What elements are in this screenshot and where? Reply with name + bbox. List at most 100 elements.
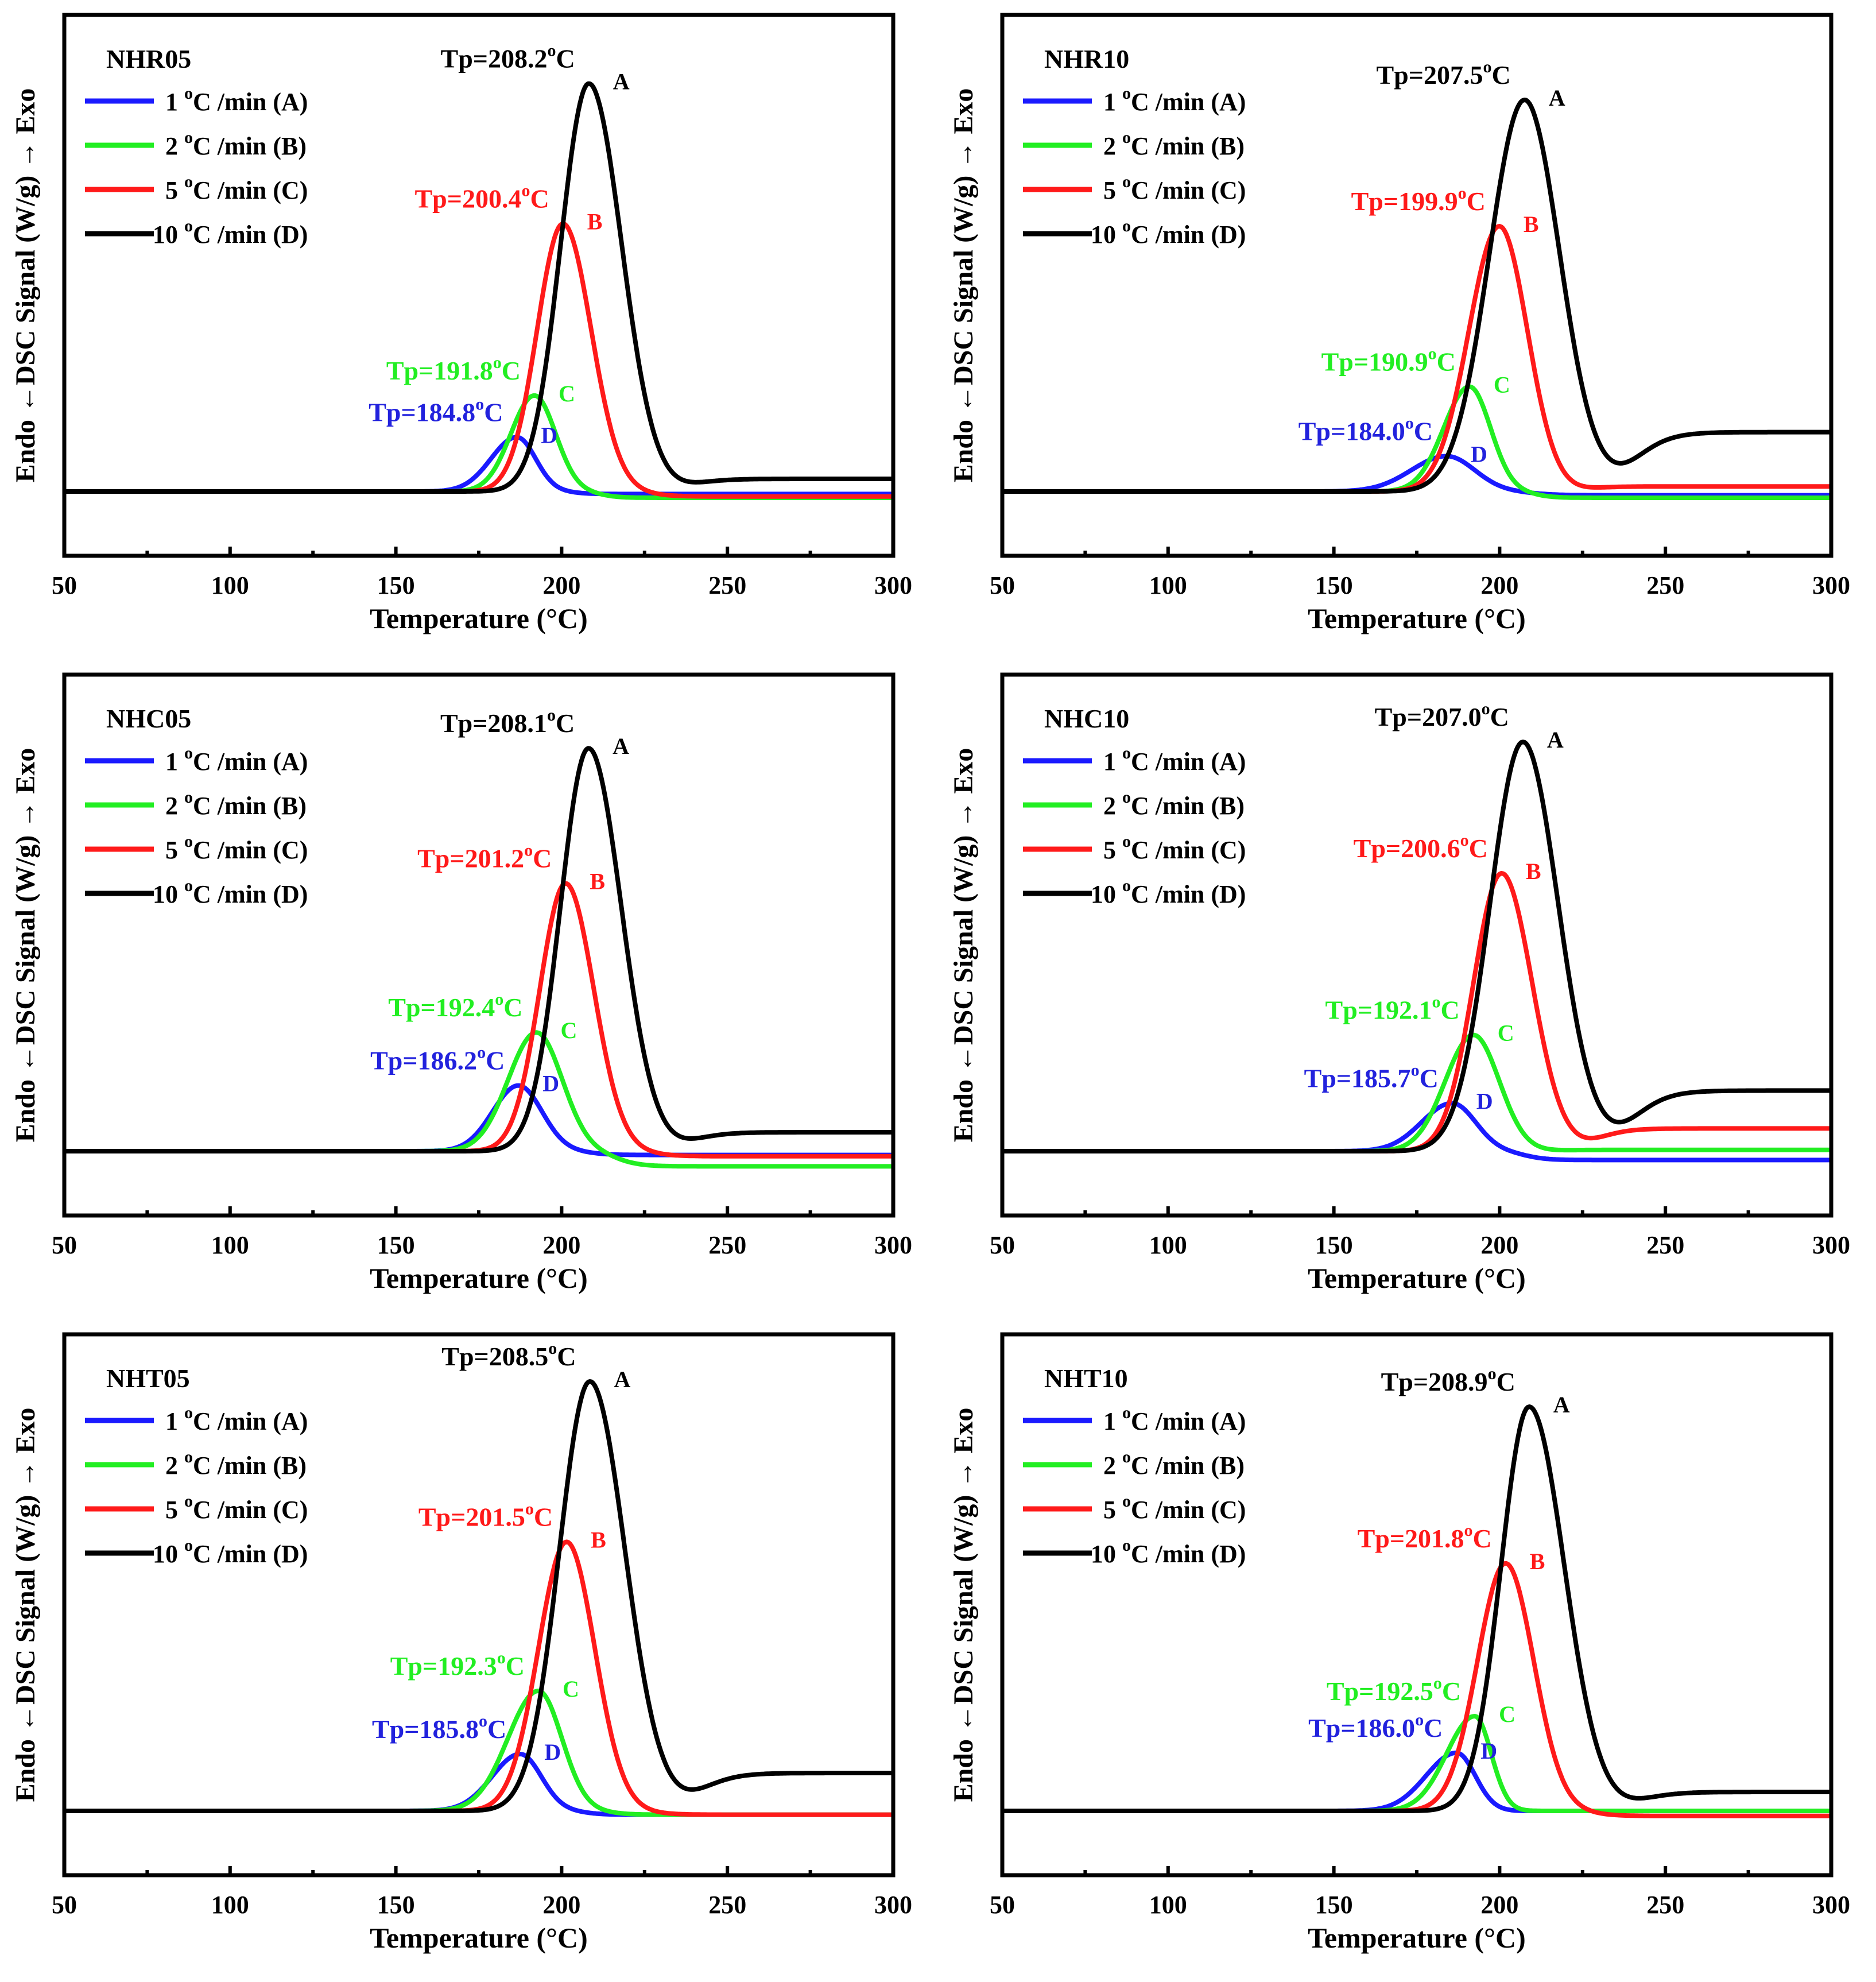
- x-tick-label: 100: [211, 1891, 249, 1919]
- y-axis-label: Endo ←DSC Signal (W/g) → Exo: [10, 1408, 41, 1802]
- y-axis-label: Endo ←DSC Signal (W/g) → Exo: [948, 1408, 979, 1802]
- x-tick-label: 50: [990, 571, 1015, 599]
- tp-unit: C: [1420, 1063, 1439, 1093]
- y-axis-label: Endo ←DSC Signal (W/g) → Exo: [10, 88, 41, 483]
- legend-label: 5 oC /min (C): [165, 1492, 308, 1524]
- tp-unit: C: [533, 844, 552, 873]
- x-tick-label: 300: [1812, 1891, 1850, 1919]
- tp-value: Tp=201.8: [1358, 1524, 1464, 1553]
- tp-value: Tp=192.3: [390, 1651, 497, 1681]
- series-line-a: [1002, 1404, 1831, 1813]
- tp-value: Tp=208.2: [441, 44, 548, 73]
- legend-unit: C /min (A): [193, 1407, 308, 1435]
- tp-degree: o: [548, 1339, 557, 1358]
- chart-svg: 50 100 150 200 250 300 Temperature (°C) Endo ←D…: [948, 1332, 1850, 1954]
- peak-letter-a: A: [1549, 85, 1565, 111]
- legend-unit: C /min (A): [1131, 748, 1246, 776]
- series-line-a: [64, 1379, 893, 1813]
- tp-unit: C: [1424, 1713, 1443, 1743]
- legend-degree: o: [184, 1447, 193, 1466]
- peak-letter-b: B: [591, 1527, 606, 1553]
- tp-degree: o: [477, 1043, 486, 1062]
- tp-degree: o: [1411, 1060, 1420, 1079]
- legend-label: 1 oC /min (A): [165, 744, 308, 776]
- tp-value: Tp=200.6: [1354, 834, 1460, 863]
- x-tick-label: 50: [990, 1231, 1015, 1259]
- tp-value: Tp=186.2: [370, 1046, 477, 1075]
- peak-letter-c: C: [1499, 1701, 1515, 1727]
- chart-panel-nhr05: 50 100 150 200 250 300 Temperature (°C) Endo ←D…: [0, 0, 938, 660]
- x-tick-label: 200: [542, 571, 580, 599]
- panel-title: NHR05: [106, 44, 191, 73]
- x-tick-label: 150: [1315, 1891, 1353, 1919]
- legend-degree: o: [1122, 1492, 1131, 1511]
- curves: [1002, 1404, 1831, 1818]
- chart-panel-nhc10: 50 100 150 200 250 300 Temperature (°C) Endo ←D…: [938, 660, 1876, 1319]
- x-tick-label: 100: [1149, 571, 1187, 599]
- peak-letter-a: A: [1547, 727, 1564, 753]
- tp-unit: C: [487, 1714, 506, 1744]
- tp-value: Tp=201.5: [418, 1502, 525, 1531]
- tp-annotation-b: Tp=200.4oC: [414, 181, 549, 214]
- tp-unit: C: [1437, 347, 1456, 376]
- tp-degree: o: [525, 1499, 534, 1518]
- tp-annotation-a: Tp=207.5oC: [1377, 57, 1511, 90]
- legend-degree: o: [184, 876, 193, 895]
- legend-unit: C /min (D): [1131, 220, 1246, 249]
- tp-annotation-c: Tp=192.1oC: [1325, 993, 1460, 1025]
- peak-letter-d: D: [1471, 441, 1487, 467]
- chart-svg: 50 100 150 200 250 300 Temperature (°C) Endo ←D…: [10, 13, 912, 634]
- legend-unit: C /min (B): [193, 792, 307, 820]
- x-tick-label: 200: [542, 1891, 580, 1919]
- x-tick-label: 100: [211, 571, 249, 599]
- tp-annotation-b: Tp=201.5oC: [418, 1499, 553, 1531]
- tp-unit: C: [1469, 834, 1488, 863]
- legend-label: 10 oC /min (D): [153, 1536, 308, 1568]
- x-tick-label: 150: [377, 1231, 415, 1259]
- peak-letter-b: B: [1530, 1549, 1545, 1574]
- x-tick-label: 50: [52, 1891, 77, 1919]
- series-line-a: [1002, 98, 1831, 494]
- x-tick-label: 50: [52, 1231, 77, 1259]
- tp-unit: C: [484, 397, 503, 427]
- legend-degree: o: [1122, 1403, 1131, 1422]
- legend-degree: o: [1122, 172, 1131, 191]
- peak-letter-c: C: [559, 381, 575, 407]
- x-tick-label: 300: [874, 1231, 912, 1259]
- chart-panel-nhc05: 50 100 150 200 250 300 Temperature (°C) Endo ←D…: [0, 660, 938, 1319]
- tp-degree: o: [548, 41, 556, 60]
- tp-degree: o: [493, 353, 502, 372]
- legend-label: 2 oC /min (B): [165, 128, 307, 160]
- x-axis-label: Temperature (°C): [370, 1922, 588, 1954]
- tp-degree: o: [1415, 1710, 1424, 1729]
- legend-degree: o: [1122, 832, 1131, 851]
- x-tick-label: 250: [708, 1231, 746, 1259]
- tp-degree: o: [497, 1648, 506, 1667]
- legend-label: 10 oC /min (D): [153, 216, 308, 249]
- legend-unit: C /min (C): [1131, 176, 1246, 204]
- legend-label: 5 oC /min (C): [165, 832, 308, 864]
- tp-annotation-a: Tp=208.1oC: [440, 706, 575, 738]
- peak-letter-a: A: [1553, 1392, 1570, 1418]
- series-line-d: [64, 1083, 893, 1158]
- tp-value: Tp=192.5: [1327, 1677, 1433, 1706]
- chart-svg: 50 100 150 200 250 300 Temperature (°C) Endo ←D…: [10, 672, 912, 1294]
- x-axis-label: Temperature (°C): [1308, 1262, 1526, 1294]
- x-tick-label: 100: [211, 1231, 249, 1259]
- curves: [64, 746, 893, 1169]
- tp-annotation-d: Tp=184.0oC: [1299, 413, 1433, 446]
- tp-value: Tp=207.5: [1377, 60, 1483, 90]
- peak-letter-d: D: [542, 1071, 559, 1097]
- tp-degree: o: [1458, 184, 1467, 203]
- tp-degree: o: [547, 706, 556, 725]
- tp-value: Tp=185.7: [1304, 1063, 1411, 1093]
- tp-degree: o: [524, 841, 533, 860]
- peak-letter-d: D: [541, 422, 557, 448]
- chart-svg: 50 100 150 200 250 300 Temperature (°C) Endo ←D…: [948, 672, 1850, 1294]
- tp-value: Tp=208.9: [1381, 1367, 1488, 1396]
- legend-label: 2 oC /min (B): [1103, 128, 1245, 160]
- tp-annotation-c: Tp=192.5oC: [1327, 1674, 1461, 1706]
- tp-value: Tp=201.2: [417, 844, 524, 873]
- chart-panel-nhr10: 50 100 150 200 250 300 Temperature (°C) Endo ←D…: [938, 0, 1876, 660]
- legend-degree: o: [184, 832, 193, 851]
